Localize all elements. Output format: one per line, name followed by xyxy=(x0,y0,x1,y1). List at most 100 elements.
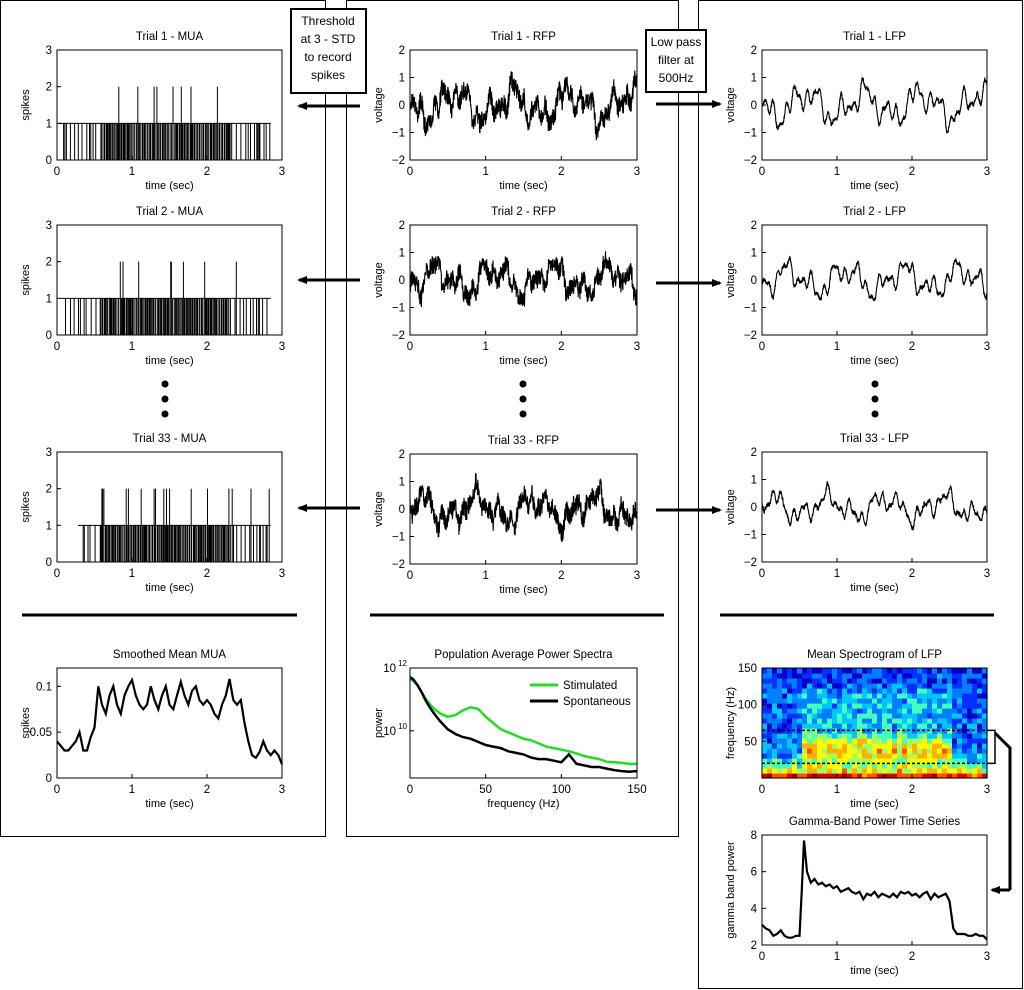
spectrogram-cell xyxy=(847,748,853,754)
spectrogram-cell xyxy=(827,678,833,684)
chart-title: Trial 2 - RFP xyxy=(491,206,556,218)
spectrogram-cell xyxy=(942,678,948,684)
spectrogram-cell xyxy=(857,738,863,744)
spectrogram-cell xyxy=(982,693,988,699)
spectrogram-cell xyxy=(882,673,888,679)
spectrogram-cell xyxy=(862,723,868,729)
spectrogram-cell xyxy=(842,678,848,684)
spectrogram-cell xyxy=(952,673,958,679)
spectrogram-cell xyxy=(762,703,768,709)
spectrogram-cell xyxy=(972,713,978,719)
ellipsis-dots xyxy=(161,380,879,418)
spectrogram-cell xyxy=(972,773,978,779)
spectrogram-cell xyxy=(947,688,953,694)
spectrogram-cell xyxy=(897,683,903,689)
spectrogram-cell xyxy=(822,758,828,764)
spectrogram-cell xyxy=(767,688,773,694)
spectrogram-cell xyxy=(927,668,933,674)
spectrogram-cell xyxy=(977,673,983,679)
spectrogram-cell xyxy=(797,773,803,779)
x-tick-label: 3 xyxy=(984,951,990,963)
spectrogram-cell xyxy=(932,773,938,779)
spectrogram-cell xyxy=(962,693,968,699)
spectrogram-cell xyxy=(892,768,898,774)
x-tick-label: 3 xyxy=(279,784,285,796)
spectrogram-cell xyxy=(862,713,868,719)
spectrogram-cell xyxy=(967,673,973,679)
spectrogram-cell xyxy=(807,683,813,689)
x-axis-label: time (sec) xyxy=(499,584,547,596)
spectrogram-cell xyxy=(877,753,883,759)
spectrogram-cell xyxy=(877,763,883,769)
spectrogram-cell xyxy=(937,773,943,779)
spectrogram-cell xyxy=(912,698,918,704)
spectrogram-cell xyxy=(897,738,903,744)
spectrogram-cell xyxy=(947,678,953,684)
spectrogram-cell xyxy=(907,668,913,674)
spectrogram-cell xyxy=(927,768,933,774)
spectrogram-cell xyxy=(832,683,838,689)
spectrogram-cell xyxy=(797,753,803,759)
spectrogram-cell xyxy=(977,758,983,764)
spectrogram-cell xyxy=(892,678,898,684)
spectrogram-cell xyxy=(952,693,958,699)
x-tick-label: 0 xyxy=(759,784,765,796)
spectrogram-cell xyxy=(832,688,838,694)
spectrogram-cell xyxy=(797,768,803,774)
spectrogram-cell xyxy=(967,773,973,779)
x-tick-label: 0 xyxy=(759,341,765,353)
chart-title: Trial 33 - LFP xyxy=(840,433,910,445)
spectrogram-cell xyxy=(967,758,973,764)
spectrogram-cell xyxy=(882,763,888,769)
spectrogram-cell xyxy=(957,748,963,754)
spectrogram-cell xyxy=(882,668,888,674)
x-axis-label: time (sec) xyxy=(850,965,898,977)
spectrogram-cell xyxy=(952,723,958,729)
spectrogram-cell xyxy=(802,688,808,694)
spectrogram-cell xyxy=(867,668,873,674)
spectrogram-cell xyxy=(962,698,968,704)
spectrogram-cell xyxy=(882,738,888,744)
spectrogram-cell xyxy=(827,683,833,689)
spectrogram-cell xyxy=(922,708,928,714)
spectrogram-cell xyxy=(952,678,958,684)
spectrogram-cell xyxy=(952,668,958,674)
threshold-line-4: spikes xyxy=(311,68,345,82)
chart-spectro: Mean Spectrogram of LFP time (sec) frequen… xyxy=(725,649,996,810)
spectrogram-cell xyxy=(952,753,958,759)
spectrogram-cell xyxy=(852,713,858,719)
spectrogram-cell xyxy=(852,753,858,759)
spectrogram-cell xyxy=(872,708,878,714)
spectrogram-cell xyxy=(972,668,978,674)
spectrogram-cell xyxy=(972,683,978,689)
spectrogram-cell xyxy=(982,743,988,749)
spectrogram-cell xyxy=(847,743,853,749)
spectrogram-cell xyxy=(787,753,793,759)
spectrogram-cell xyxy=(887,713,893,719)
spectrogram-cell xyxy=(897,763,903,769)
spectrogram-cell xyxy=(867,718,873,724)
spectrogram-cell xyxy=(822,738,828,744)
plot-frame xyxy=(56,451,283,563)
spectrogram-cell xyxy=(967,713,973,719)
spectrogram-cell xyxy=(822,718,828,724)
spectrogram-cell xyxy=(827,773,833,779)
spectrogram-cell xyxy=(842,738,848,744)
spike-marks xyxy=(60,261,271,335)
spectrogram-cell xyxy=(837,678,843,684)
spectrogram-cell xyxy=(952,683,958,689)
spectrogram-cell xyxy=(982,748,988,754)
spectrogram-cell xyxy=(847,683,853,689)
spectrogram-cell xyxy=(977,773,983,779)
spectrogram-cell xyxy=(872,743,878,749)
spectrogram-cell xyxy=(977,718,983,724)
spectrogram-cell xyxy=(977,683,983,689)
spectrogram-cell xyxy=(882,693,888,699)
spectrogram-cell xyxy=(837,698,843,704)
spectrogram-cell xyxy=(782,758,788,764)
spectrogram-cell xyxy=(842,673,848,679)
spectrogram-cell xyxy=(952,733,958,739)
spectrogram-cell xyxy=(872,693,878,699)
spectrogram-cell xyxy=(832,678,838,684)
spectrogram-cell xyxy=(957,773,963,779)
